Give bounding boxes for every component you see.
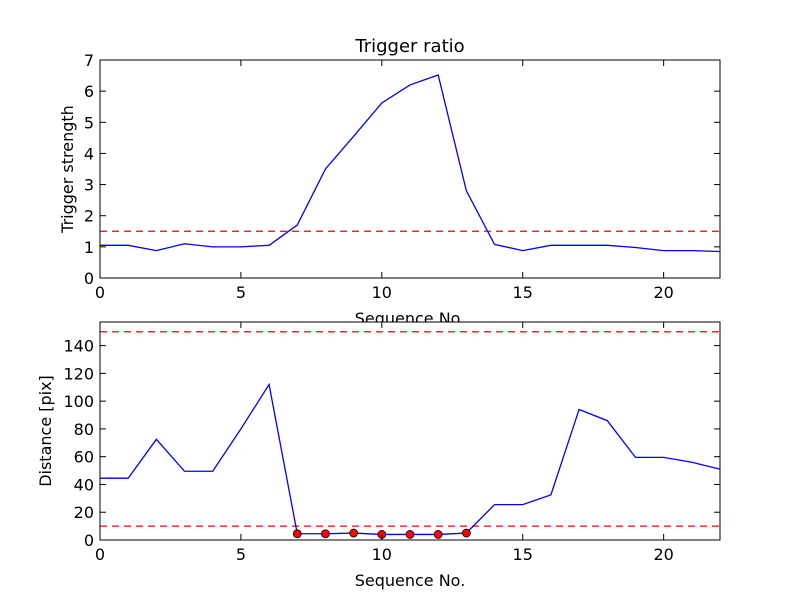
chart-0-y-tick-label: 0 — [84, 269, 94, 288]
chart-0-y-tick-label: 1 — [84, 238, 94, 257]
chart-1-y-tick-label: 100 — [63, 392, 94, 411]
chart-1-y-tick-label: 0 — [84, 531, 94, 550]
chart-1-marker-point — [461, 528, 471, 538]
chart-1-x-tick-label: 15 — [513, 545, 533, 564]
chart-0-y-tick-label: 3 — [84, 176, 94, 195]
chart-0-x-tick-label: 0 — [95, 283, 105, 302]
chart-1-x-tick-label: 0 — [95, 545, 105, 564]
chart-1-x-axis-label: Sequence No. — [355, 571, 466, 590]
chart-1-marker-point — [292, 529, 302, 539]
chart-0-x-tick-label: 5 — [236, 283, 246, 302]
chart-1-y-tick-label: 20 — [74, 503, 94, 522]
chart-0-series-line-0 — [100, 74, 720, 253]
chart-0-y-tick-label: 6 — [84, 82, 94, 101]
chart-0-x-tick-label: 15 — [513, 283, 533, 302]
chart-0-plot-area — [100, 60, 720, 278]
chart-0-x-tick-label: 10 — [372, 283, 392, 302]
chart-1-plot-area — [100, 322, 720, 540]
chart-0-y-axis-label: Trigger strength — [58, 105, 77, 234]
chart-1-x-tick-label: 5 — [236, 545, 246, 564]
chart-1-y-tick-label: 120 — [63, 364, 94, 383]
chart-0-data-layer — [100, 74, 720, 253]
chart-1-marker-point — [349, 528, 359, 538]
chart-1-marker-point — [433, 530, 443, 539]
chart-1-y-axis-label: Distance [pix] — [36, 375, 55, 487]
chart-0-y-tick-label: 5 — [84, 113, 94, 132]
chart-1-marker-point — [321, 529, 330, 539]
chart-0-axes-frame — [99, 59, 721, 279]
chart-1-x-tick-label: 20 — [653, 545, 673, 564]
distance-subplot: 0 5 10 15 20 0 20 40 60 80 100 120 140 Sequence No. Di… — [36, 321, 721, 590]
chart-0-y-tick-label: 2 — [84, 207, 94, 226]
chart-1-y-tick-label: 40 — [74, 475, 94, 494]
chart-1-y-tick-label: 140 — [63, 337, 94, 356]
chart-1-axes-frame — [99, 321, 721, 541]
chart-0-y-tick-label: 7 — [84, 51, 94, 70]
chart-0-title: Trigger ratio — [354, 36, 464, 57]
chart-1-y-tick-label: 80 — [74, 420, 94, 439]
chart-1-marker-point — [405, 530, 415, 539]
chart-0-y-tick-label: 4 — [84, 144, 94, 163]
chart-1-y-tick-label: 60 — [74, 448, 94, 467]
chart-1-x-tick-label: 10 — [372, 545, 392, 564]
chart-0-x-tick-label: 20 — [653, 283, 673, 302]
